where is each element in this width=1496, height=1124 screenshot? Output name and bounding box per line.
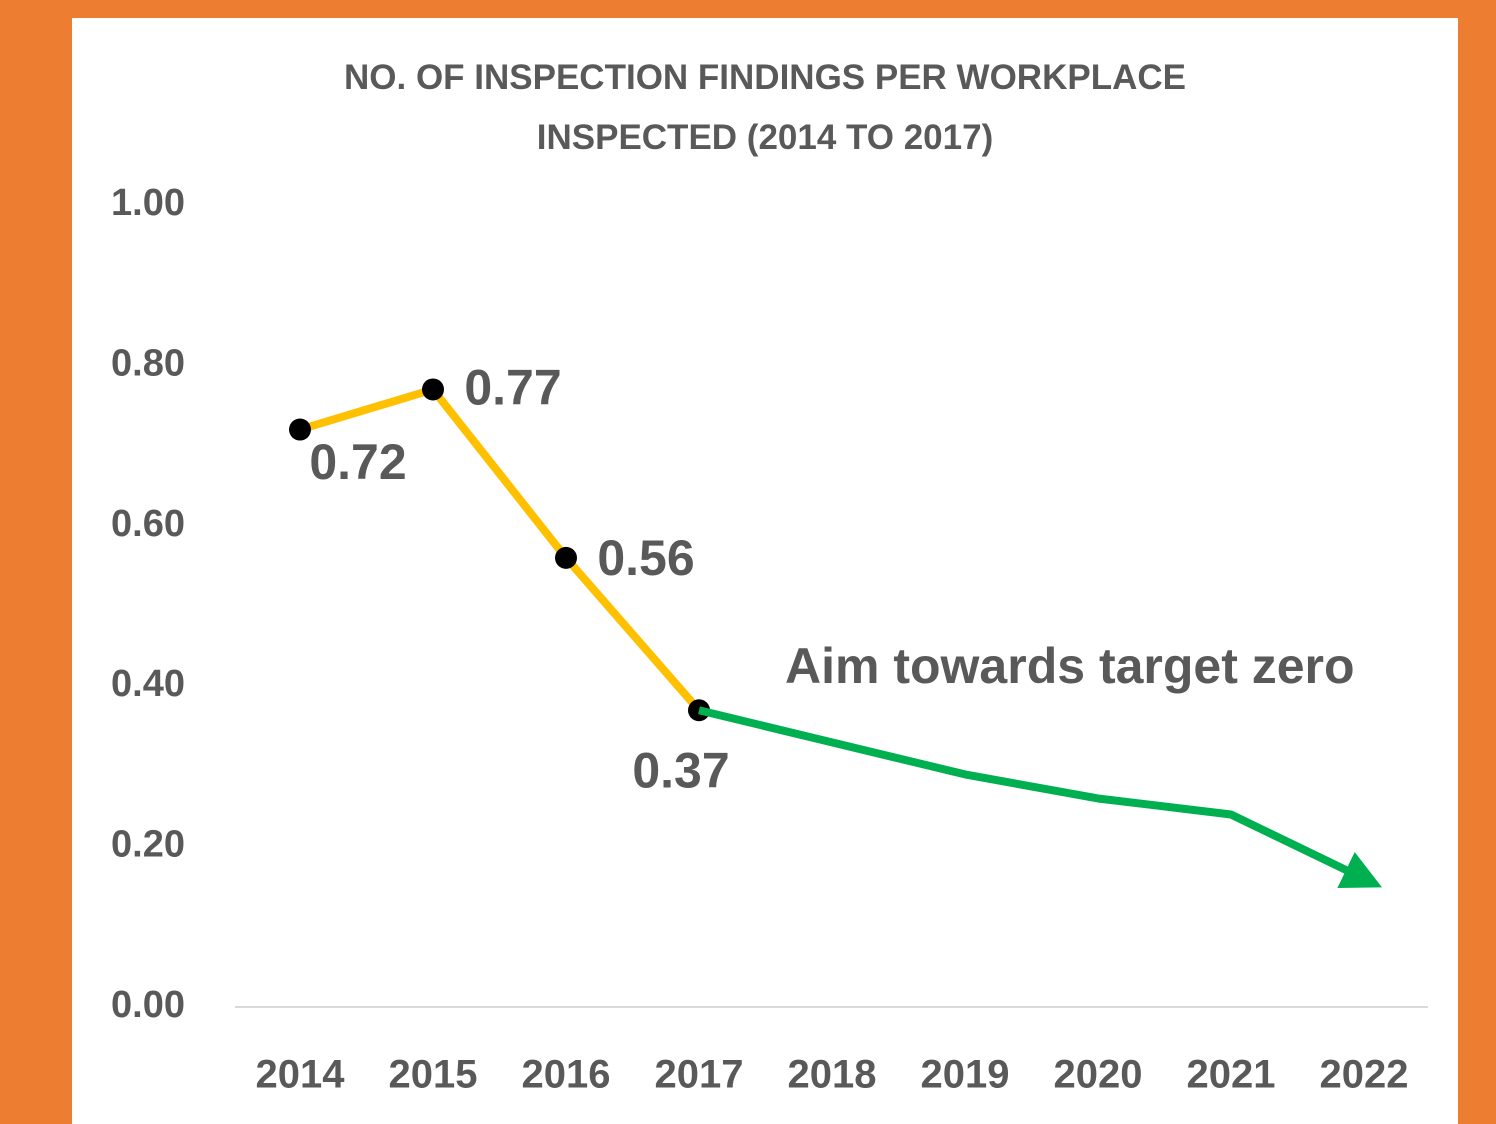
data-label: 0.72 (309, 434, 406, 490)
chart-title: NO. OF INSPECTION FINDINGS PER WORKPLACE… (344, 58, 1186, 157)
x-tick-label: 2017 (655, 1053, 744, 1097)
annotation: Aim towards target zero (785, 638, 1355, 694)
x-tick-label: 2022 (1320, 1053, 1409, 1097)
x-tick-label: 2021 (1187, 1053, 1276, 1097)
y-tick-label: 0.80 (111, 342, 185, 384)
x-tick-label: 2016 (522, 1053, 611, 1097)
x-tick-label: 2019 (921, 1053, 1010, 1097)
y-tick-label: 0.20 (111, 824, 185, 866)
y-tick-label: 0.00 (111, 984, 185, 1026)
data-label: 0.37 (632, 742, 729, 798)
chart-panel (72, 18, 1458, 1124)
data-label: 0.56 (597, 530, 694, 586)
marker (422, 378, 444, 401)
x-tick-label: 2014 (256, 1053, 346, 1097)
data-label: 0.77 (464, 360, 561, 416)
marker (555, 546, 577, 569)
x-tick-label: 2018 (788, 1053, 877, 1097)
line (298, 385, 703, 713)
y-tick-label: 0.60 (111, 503, 185, 545)
marker (289, 418, 311, 441)
x-tick-label: 2020 (1054, 1053, 1143, 1097)
x-tick-label: 2015 (389, 1053, 478, 1097)
line (698, 706, 1383, 889)
y-tick-label: 0.40 (111, 663, 185, 705)
y-tick-label: 1.00 (111, 182, 185, 224)
